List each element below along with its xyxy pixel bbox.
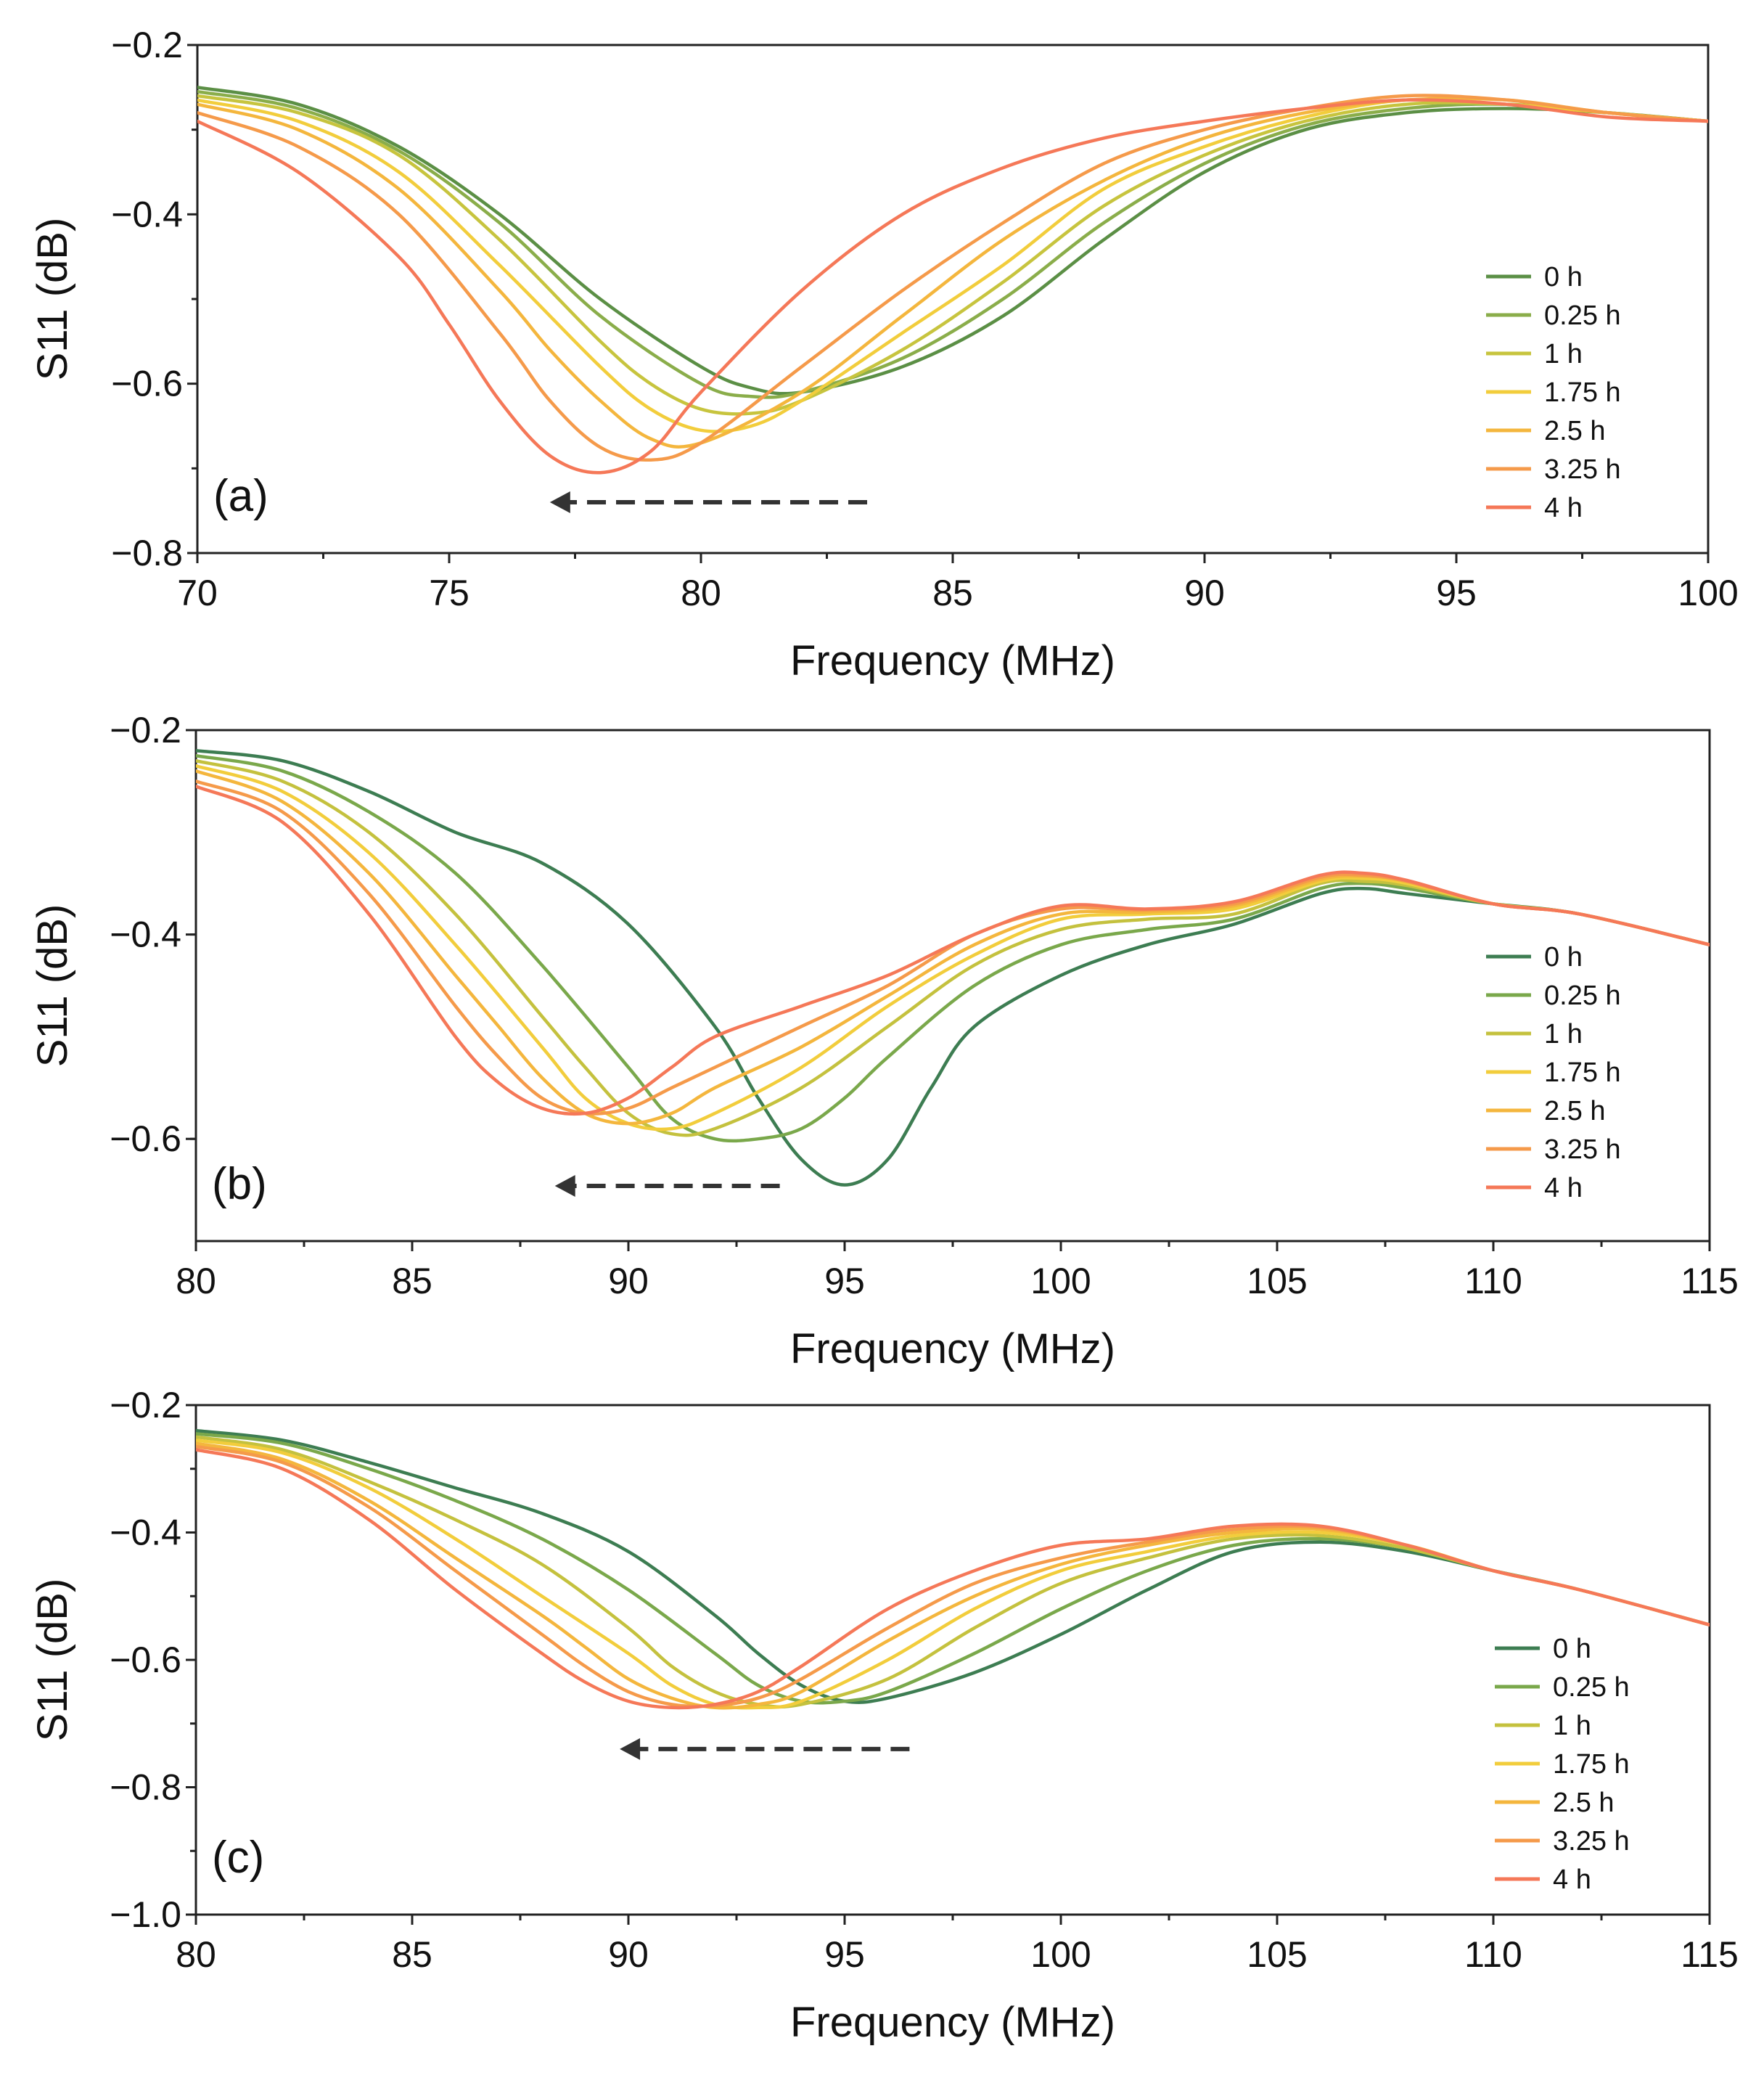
series-line-0-h bbox=[197, 86, 1708, 396]
y-tick-label: −0.2 bbox=[110, 710, 181, 750]
y-tick-label: −0.4 bbox=[110, 914, 181, 955]
x-tick-label: 115 bbox=[1681, 1261, 1739, 1301]
legend-label: 1.75 h bbox=[1544, 1057, 1621, 1088]
x-tick-label: 80 bbox=[176, 1934, 216, 1975]
x-tick-label: 110 bbox=[1464, 1261, 1522, 1301]
legend-label: 2.5 h bbox=[1544, 1096, 1606, 1126]
x-tick-label: 105 bbox=[1247, 1261, 1307, 1301]
y-tick-label: −0.6 bbox=[111, 364, 183, 404]
legend-label: 1.75 h bbox=[1544, 377, 1621, 408]
series-line-1-h bbox=[196, 758, 1710, 1137]
legend-label: 1 h bbox=[1553, 1711, 1591, 1741]
legend-label: 3.25 h bbox=[1544, 454, 1621, 485]
legend-label: 0 h bbox=[1544, 262, 1583, 292]
y-tick-label: −0.2 bbox=[111, 25, 183, 65]
legend-label: 0.25 h bbox=[1544, 300, 1621, 331]
legend-label: 0 h bbox=[1553, 1634, 1591, 1664]
series-line-3-25-h bbox=[196, 1444, 1710, 1708]
x-tick-label: 100 bbox=[1678, 573, 1738, 613]
x-tick-label: 85 bbox=[932, 573, 973, 613]
series-line-2-5-h bbox=[196, 1441, 1710, 1710]
x-tick-label: 90 bbox=[608, 1934, 649, 1975]
series-line-0-25-h bbox=[197, 89, 1708, 399]
x-axis-title: Frequency (MHz) bbox=[790, 1999, 1115, 2046]
series-line-0-25-h bbox=[196, 753, 1710, 1143]
legend-label: 1.75 h bbox=[1553, 1749, 1630, 1780]
y-tick-label: −0.2 bbox=[110, 1385, 181, 1425]
series-line-3-25-h bbox=[196, 779, 1710, 1116]
legend-label: 4 h bbox=[1553, 1865, 1591, 1895]
series-line-4-h bbox=[196, 1448, 1710, 1710]
series-line-4-h bbox=[196, 785, 1710, 1116]
y-tick-label: −1.0 bbox=[110, 1894, 181, 1935]
legend-label: 1 h bbox=[1544, 1019, 1583, 1049]
x-tick-label: 95 bbox=[824, 1261, 865, 1301]
series-line-0-h bbox=[196, 1428, 1710, 1704]
legend-label: 3.25 h bbox=[1553, 1826, 1630, 1857]
shift-arrow-head bbox=[620, 1738, 641, 1760]
x-tick-label: 80 bbox=[681, 573, 721, 613]
y-tick-label: −0.6 bbox=[110, 1118, 181, 1159]
legend-label: 3.25 h bbox=[1544, 1134, 1621, 1165]
x-tick-label: 100 bbox=[1030, 1934, 1091, 1975]
series-line-0-h bbox=[196, 748, 1710, 1187]
y-axis-title: S11 (dB) bbox=[29, 904, 76, 1068]
series-line-1-75-h bbox=[197, 97, 1708, 433]
x-tick-label: 75 bbox=[429, 573, 469, 613]
legend-label: 4 h bbox=[1544, 1173, 1583, 1203]
x-tick-label: 115 bbox=[1681, 1934, 1739, 1975]
legend-label: 2.5 h bbox=[1544, 416, 1606, 446]
panel-label: (a) bbox=[213, 471, 268, 521]
y-tick-label: −0.4 bbox=[110, 1513, 181, 1553]
series-group bbox=[197, 86, 1708, 475]
series-group bbox=[196, 1428, 1710, 1710]
panel-b: 80 85 90 95 100 105 110 115 −0.2 −0.4 −0.6 Frequenc… bbox=[29, 710, 1739, 1372]
y-tick-label: −0.8 bbox=[111, 533, 183, 573]
legend-label: 0 h bbox=[1544, 942, 1583, 973]
legend-label: 0.25 h bbox=[1544, 981, 1621, 1011]
series-line-3-25-h bbox=[197, 94, 1708, 462]
x-tick-label: 90 bbox=[608, 1261, 649, 1301]
x-tick-label: 95 bbox=[1436, 573, 1477, 613]
y-tick-label: −0.8 bbox=[110, 1767, 181, 1808]
series-line-1-75-h bbox=[196, 1438, 1710, 1710]
x-tick-label: 105 bbox=[1247, 1934, 1307, 1975]
x-axis-title: Frequency (MHz) bbox=[790, 637, 1115, 684]
legend-label: 1 h bbox=[1544, 339, 1583, 369]
x-tick-label: 85 bbox=[392, 1261, 432, 1301]
x-tick-label: 85 bbox=[392, 1934, 432, 1975]
plot-frame bbox=[194, 1404, 1711, 1916]
y-tick-label: −0.4 bbox=[111, 194, 183, 234]
panel-label: (c) bbox=[212, 1833, 264, 1883]
legend-label: 4 h bbox=[1544, 493, 1583, 523]
y-axis-title: S11 (dB) bbox=[29, 218, 76, 381]
panel-a: 70 75 80 85 90 95 100 −0.2 −0.4 −0.6 −0.8 Frequency… bbox=[29, 25, 1739, 684]
series-group bbox=[196, 748, 1710, 1187]
y-axis-title: S11 (dB) bbox=[29, 1579, 76, 1742]
x-tick-label: 95 bbox=[824, 1934, 865, 1975]
x-tick-label: 70 bbox=[177, 573, 218, 613]
panel-label: (b) bbox=[212, 1159, 267, 1209]
series-line-4-h bbox=[197, 98, 1708, 475]
y-tick-label: −0.6 bbox=[110, 1640, 181, 1680]
shift-arrow-head bbox=[554, 1174, 575, 1197]
x-axis-title: Frequency (MHz) bbox=[790, 1325, 1115, 1372]
plot-frame bbox=[194, 729, 1711, 1243]
x-tick-label: 80 bbox=[176, 1261, 216, 1301]
x-tick-label: 110 bbox=[1464, 1934, 1522, 1975]
panel-c: 80 85 90 95 100 105 110 115 −0.2 −0.4 −0.6 −0.8 −1.0… bbox=[29, 1385, 1739, 2046]
x-tick-label: 100 bbox=[1030, 1261, 1091, 1301]
x-tick-label: 90 bbox=[1184, 573, 1225, 613]
shift-arrow-head bbox=[549, 491, 570, 513]
series-line-1-h bbox=[196, 1435, 1710, 1709]
series-line-1-75-h bbox=[196, 764, 1710, 1131]
legend-label: 2.5 h bbox=[1553, 1788, 1615, 1818]
series-line-1-h bbox=[197, 94, 1708, 416]
series-line-2-5-h bbox=[197, 97, 1708, 449]
legend-label: 0.25 h bbox=[1553, 1672, 1630, 1703]
